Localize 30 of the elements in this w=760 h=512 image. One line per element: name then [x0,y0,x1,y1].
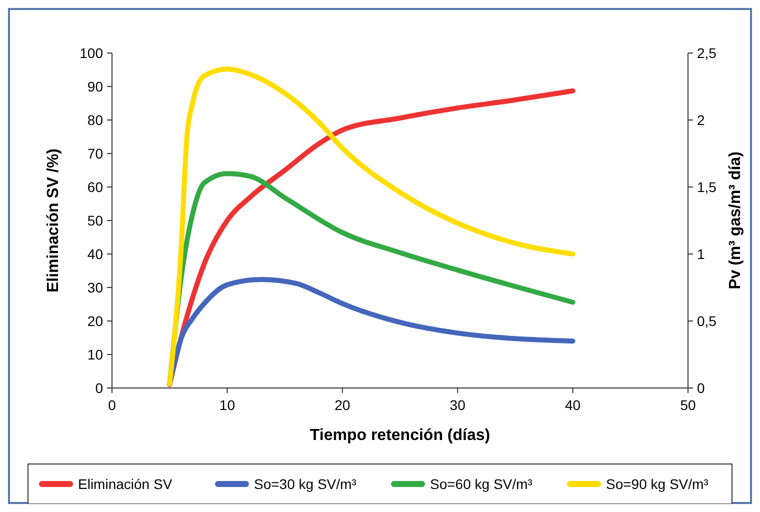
legend-label: So=30 kg SV/m³ [254,476,357,492]
y2-tick-label: 2,5 [697,45,717,61]
y-tick-label: 50 [87,212,104,228]
legend-label: Eliminación SV [78,476,173,492]
y-tick-label: 20 [87,313,104,329]
legend-label: So=90 kg SV/m³ [606,476,709,492]
x-axis-title: Tiempo retención (días) [310,427,490,444]
y-tick-label: 30 [87,280,104,296]
legend-label: So=60 kg SV/m³ [430,476,533,492]
x-tick-label: 30 [450,397,466,413]
y2-axis-title: Pv (m³ gas/m³ día) [727,152,744,290]
x-tick-label: 20 [334,397,350,413]
y-axis-title: Eliminación SV /%) [45,148,62,293]
x-tick-label: 10 [219,397,236,413]
x-tick-label: 50 [680,397,696,413]
y2-tick-label: 0,5 [697,313,717,329]
y-tick-label: 40 [87,246,104,262]
y2-tick-label: 2 [697,112,705,128]
y2-tick-label: 1 [697,246,705,262]
y-tick-label: 60 [87,179,104,195]
y-tick-label: 70 [87,146,104,162]
y-tick-label: 90 [87,78,104,94]
y-tick-label: 100 [80,45,104,61]
y-tick-label: 0 [95,380,104,396]
y2-tick-label: 0 [697,380,705,396]
x-tick-label: 40 [565,397,581,413]
y-tick-label: 10 [87,346,104,362]
x-tick-label: 0 [108,397,116,413]
y-tick-label: 80 [87,112,104,128]
y2-tick-label: 1,5 [697,179,717,195]
